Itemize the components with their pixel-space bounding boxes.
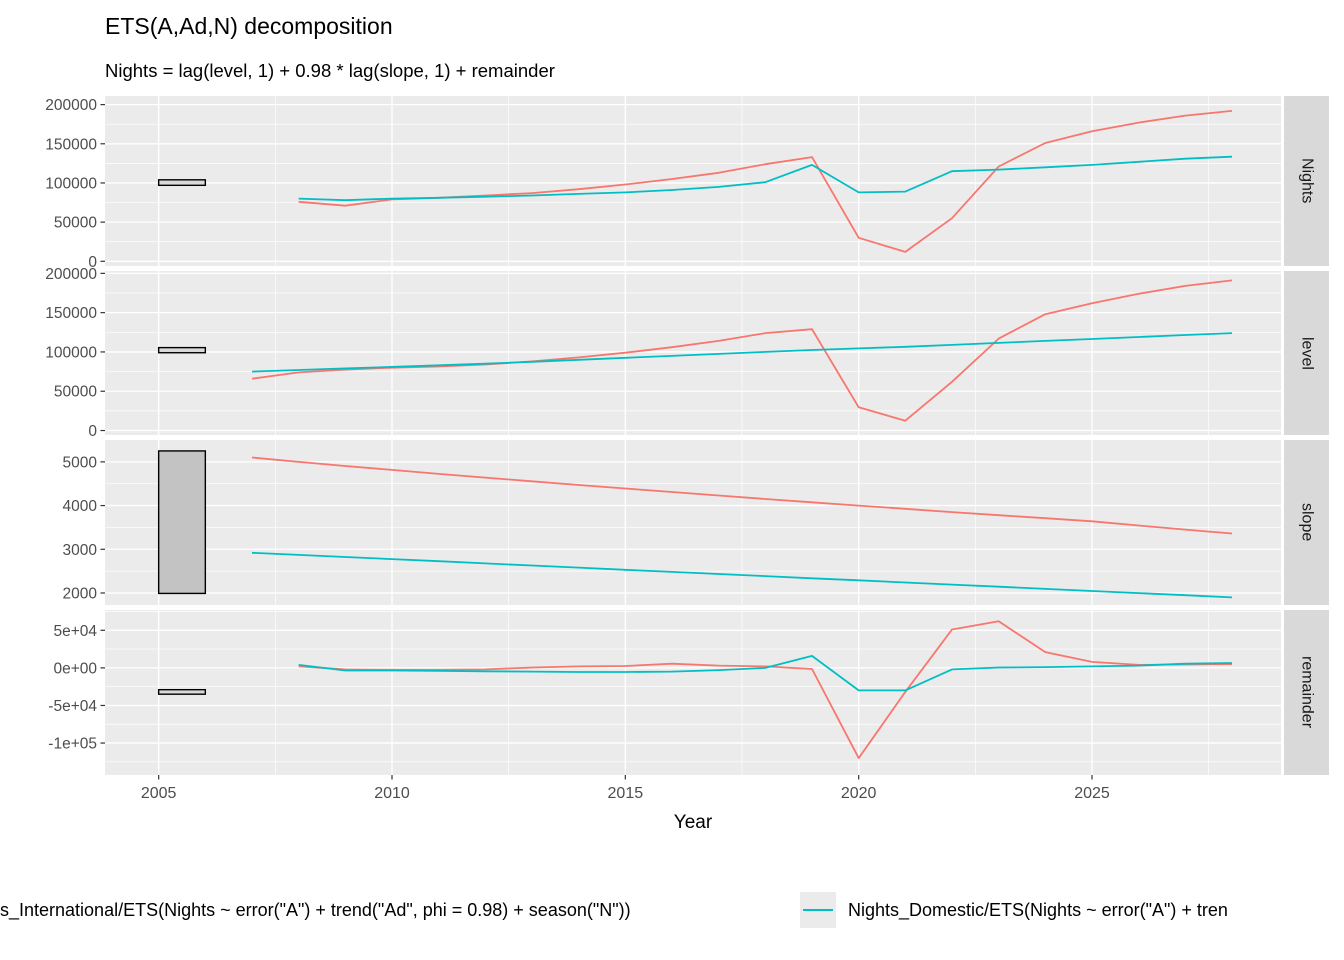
facet-strip-label: slope (1298, 503, 1316, 542)
scale-bar-remainder (157, 688, 207, 695)
series-line-nights_domestic-slope (251, 551, 1233, 599)
y-tick-label: 50000 (54, 215, 97, 232)
facet-strip-label: remainder (1298, 656, 1316, 729)
x-tick-label: 2025 (1074, 785, 1110, 802)
facet-strip-remainder: remainder (1284, 610, 1329, 775)
y-tick-label: 5000 (63, 454, 98, 471)
y-tick-label: 100000 (45, 175, 97, 192)
legend-key-domestic (800, 892, 836, 928)
y-tick-label: -1e+05 (48, 736, 97, 753)
y-tick-label: 200000 (45, 97, 97, 114)
legend: s_International/ETS(Nights ~ error("A") … (0, 892, 1344, 928)
facet-strip-label: Nights (1298, 158, 1316, 204)
series-line-nights_international-slope (251, 456, 1233, 535)
series-line-nights_domestic-remainder (298, 655, 1233, 692)
y-tick-label: 3000 (63, 542, 98, 559)
chart-subtitle: Nights = lag(level, 1) + 0.98 * lag(slop… (105, 60, 555, 81)
y-tick-label: 0 (88, 254, 97, 271)
x-tick-label: 2020 (841, 785, 877, 802)
x-tick-label: 2015 (608, 785, 644, 802)
chart-title: ETS(A,Ad,N) decomposition (105, 13, 393, 39)
panel-bg-Nights (105, 96, 1281, 266)
x-axis-title: Year (673, 812, 713, 833)
series-line-nights_international-level (251, 279, 1233, 422)
panel-bg-slope (105, 440, 1281, 605)
y-tick-label: 100000 (45, 344, 97, 361)
y-tick-label: 50000 (54, 384, 97, 401)
y-tick-label: 0e+00 (53, 660, 97, 677)
legend-line-swatch (803, 909, 833, 912)
facet-strip-level: level (1284, 271, 1329, 435)
y-tick-label: 0 (88, 423, 97, 440)
x-tick-label: 2005 (141, 785, 177, 802)
y-tick-label: 5e+04 (53, 623, 97, 640)
legend-label-domestic: Nights_Domestic/ETS(Nights ~ error("A") … (848, 900, 1228, 920)
series-line-nights_international-remainder (298, 620, 1233, 759)
series-line-nights_domestic-nights (298, 155, 1233, 202)
series-line-nights_domestic-level (251, 332, 1233, 373)
y-tick-label: 150000 (45, 136, 97, 153)
panel-bg-remainder (105, 610, 1281, 775)
facet-strip-label: level (1298, 336, 1316, 370)
scale-bar-slope (157, 450, 207, 595)
facet-strip-slope: slope (1284, 440, 1329, 605)
panel-bg-level (105, 271, 1281, 435)
scale-bar-level (157, 346, 207, 354)
legend-label-international: s_International/ETS(Nights ~ error("A") … (0, 900, 631, 920)
y-tick-label: 150000 (45, 305, 97, 322)
y-tick-label: 200000 (45, 266, 97, 283)
y-tick-label: -5e+04 (48, 698, 97, 715)
facet-strip-nights: Nights (1284, 96, 1329, 266)
y-tick-label: 4000 (63, 498, 98, 515)
scale-bar-Nights (157, 179, 207, 187)
x-tick-label: 2010 (374, 785, 410, 802)
y-tick-label: 2000 (63, 585, 98, 602)
